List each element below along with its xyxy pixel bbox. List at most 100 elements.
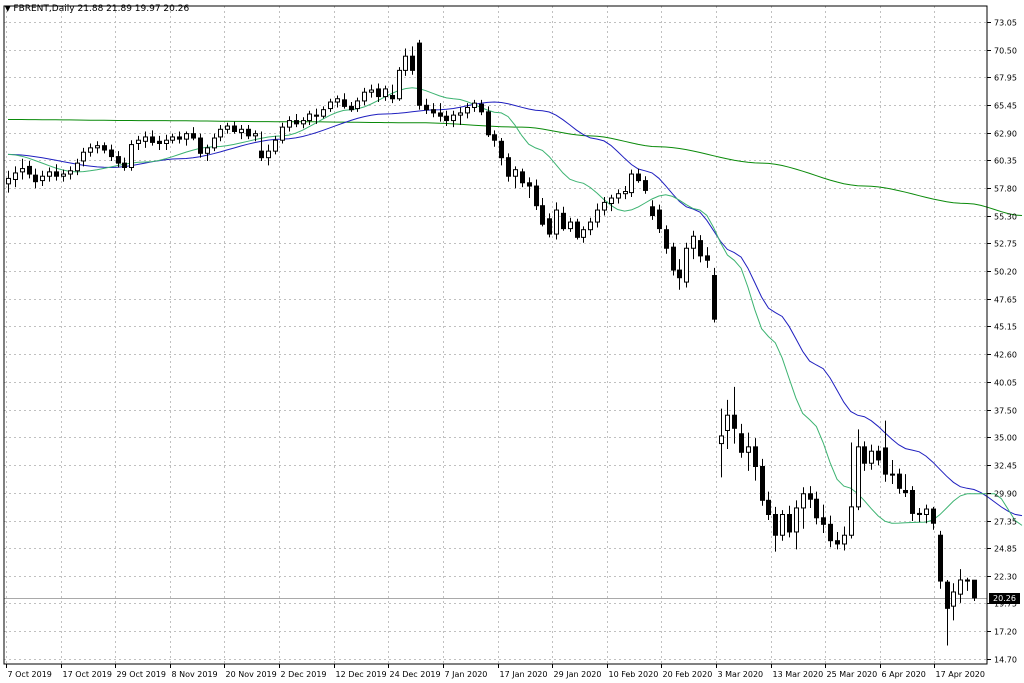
x-tick-label: 25 Mar 2020 [827,670,878,679]
candle [191,127,196,141]
candle-body [568,221,573,230]
candle-body [403,55,408,71]
candle-body [157,140,162,144]
candle [609,194,614,212]
candle-body [835,540,840,545]
candle [581,226,586,243]
candle-body [876,450,881,461]
candle-body [321,109,326,117]
candle-body [766,499,771,516]
candle-body [924,508,929,516]
y-tick-label: 70.50 [994,47,1017,56]
candle-body [259,150,264,159]
candle-body [47,171,52,177]
plot-layer [4,39,1023,646]
y-tick-label: 52.75 [994,240,1017,249]
y-tick-label: 14.70 [994,656,1017,665]
candle [212,133,217,152]
candle [301,117,306,129]
candle [897,468,902,494]
x-tick-label: 13 Mar 2020 [773,670,824,679]
candle-body [424,104,429,111]
ohlc-quote: 21.88 21.89 19.97 20.26 [77,4,190,14]
candle-body [266,150,271,159]
candle-body [547,218,552,235]
candle [938,530,943,589]
candle-body [725,414,730,431]
candle [862,441,867,471]
candle [691,230,696,260]
candle-body [328,101,333,110]
candle-body [376,88,381,98]
candle-body [664,229,669,249]
candle-body [307,113,312,122]
candle-body [355,100,360,110]
candle-body [458,112,463,116]
candle [335,95,340,108]
candle-body [712,275,717,320]
y-tick-label: 65.45 [994,102,1017,111]
candle-body [842,534,847,545]
candle-body [362,91,367,102]
candle-body [33,174,38,183]
candle [218,124,223,142]
x-tick-label: 2 Dec 2019 [281,670,327,679]
candle [739,423,744,458]
y-tick-label: 47.65 [994,296,1017,305]
dropdown-triangle-icon[interactable]: ▼ [5,5,11,13]
candle-body [335,98,340,103]
candle-body [808,493,813,500]
candle-body [184,133,189,140]
candle-body [225,125,230,130]
candle [753,438,758,481]
candle [924,504,929,524]
candle [403,48,408,76]
candle-body [314,114,319,117]
y-tick-label: 19.75 [994,600,1017,609]
candle [801,487,806,529]
candle-body [218,128,223,138]
candle [883,420,888,482]
candle [547,213,552,238]
x-tick-label: 17 Apr 2020 [936,670,985,679]
candle [444,110,449,127]
x-tick-label: 20 Nov 2019 [226,670,277,679]
candle [520,168,525,188]
candle-body [739,433,744,453]
y-tick-label: 57.80 [994,185,1017,194]
candle [349,102,354,112]
candle-body [246,128,251,137]
candle [499,138,504,166]
candle-body [486,111,491,136]
candle-body [451,114,456,122]
candle-body [506,157,511,177]
x-tick-label: 20 Feb 2020 [663,670,713,679]
x-tick-label: 10 Feb 2020 [609,670,659,679]
candle-body [438,112,443,117]
ma-slow-line [8,119,1023,216]
candle [725,399,730,450]
candle [917,507,922,523]
candle-body [540,205,545,225]
candle [972,579,977,602]
candle [383,85,388,101]
candle-body [595,209,600,223]
candle-body [849,506,854,536]
candle [232,121,237,134]
candle [513,166,518,189]
candle [903,474,908,498]
candle [602,196,607,216]
candle-body [561,212,566,230]
candle-body [499,140,504,159]
candle [575,218,580,240]
candle-body [732,414,737,429]
candle [424,98,429,115]
candle-body [698,240,703,257]
candle-body [828,523,833,542]
candle [136,135,141,151]
candle [951,583,956,621]
x-tick-label: 24 Dec 2019 [390,670,441,679]
candle-body [301,120,306,125]
candle [643,176,648,194]
